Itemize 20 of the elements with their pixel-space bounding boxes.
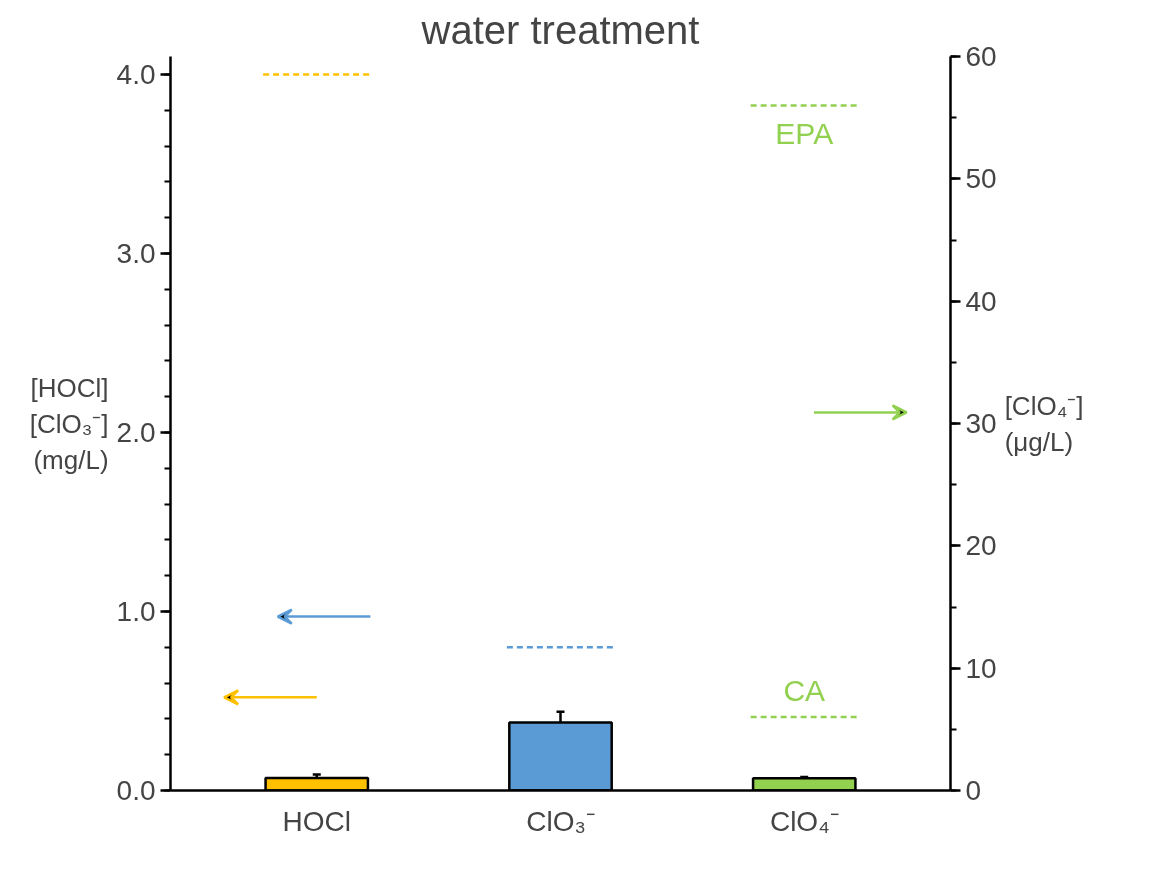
x-tick-label: HOCl [282, 805, 351, 837]
y2-tick-label: 0 [965, 775, 982, 806]
ref-line-label: CA [783, 674, 826, 708]
y-tick-label: 0.0 [116, 775, 156, 806]
y-tick-label: 1.0 [116, 595, 156, 627]
y2-tick-label: 50 [965, 163, 997, 195]
y-tick-label: 3.0 [116, 237, 156, 269]
y2-tick-label: 20 [965, 530, 997, 562]
x-tick-label: ClO₄⁻ [769, 805, 839, 837]
x-tick-label: ClO₃⁻ [526, 805, 595, 837]
y2-tick-label: 10 [965, 652, 997, 684]
y2-tick-label: 30 [965, 408, 997, 439]
y-tick-label: 4.0 [116, 58, 156, 90]
y2-axis-title: [ClO₄⁻] (μg/L) [1004, 390, 1084, 457]
ref-line-label: EPA [775, 117, 834, 151]
y2-tick-label: 60 [965, 41, 997, 72]
y2-tick-label: 40 [965, 285, 997, 317]
y-axis-title: [HOCl] [ClO₃⁻] (mg/L) [29, 372, 109, 475]
chart-title: water treatment [420, 7, 700, 52]
y-tick-label: 2.0 [116, 416, 156, 448]
